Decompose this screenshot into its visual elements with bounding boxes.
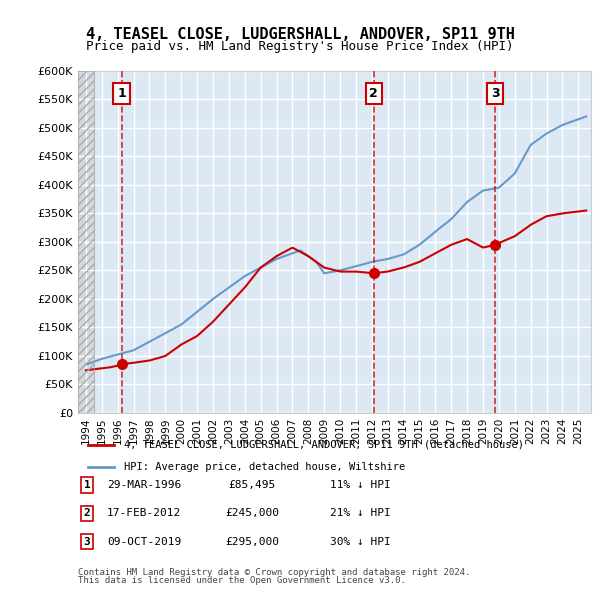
Text: £295,000: £295,000: [225, 537, 279, 546]
Text: 2: 2: [370, 87, 378, 100]
Text: 29-MAR-1996: 29-MAR-1996: [107, 480, 181, 490]
Text: 3: 3: [83, 537, 91, 546]
Text: 17-FEB-2012: 17-FEB-2012: [107, 509, 181, 518]
Text: 30% ↓ HPI: 30% ↓ HPI: [329, 537, 391, 546]
Text: HPI: Average price, detached house, Wiltshire: HPI: Average price, detached house, Wilt…: [124, 462, 406, 472]
Text: £245,000: £245,000: [225, 509, 279, 518]
Text: Contains HM Land Registry data © Crown copyright and database right 2024.: Contains HM Land Registry data © Crown c…: [78, 568, 470, 577]
Text: 1: 1: [117, 87, 126, 100]
Text: 3: 3: [491, 87, 500, 100]
Text: Price paid vs. HM Land Registry's House Price Index (HPI): Price paid vs. HM Land Registry's House …: [86, 40, 514, 53]
Text: 11% ↓ HPI: 11% ↓ HPI: [329, 480, 391, 490]
Text: This data is licensed under the Open Government Licence v3.0.: This data is licensed under the Open Gov…: [78, 576, 406, 585]
Text: 2: 2: [83, 509, 91, 518]
Text: £85,495: £85,495: [229, 480, 275, 490]
Text: 1: 1: [83, 480, 91, 490]
Text: 09-OCT-2019: 09-OCT-2019: [107, 537, 181, 546]
Text: 4, TEASEL CLOSE, LUDGERSHALL, ANDOVER, SP11 9TH: 4, TEASEL CLOSE, LUDGERSHALL, ANDOVER, S…: [86, 27, 514, 41]
Text: 21% ↓ HPI: 21% ↓ HPI: [329, 509, 391, 518]
Text: 4, TEASEL CLOSE, LUDGERSHALL, ANDOVER, SP11 9TH (detached house): 4, TEASEL CLOSE, LUDGERSHALL, ANDOVER, S…: [124, 440, 524, 450]
